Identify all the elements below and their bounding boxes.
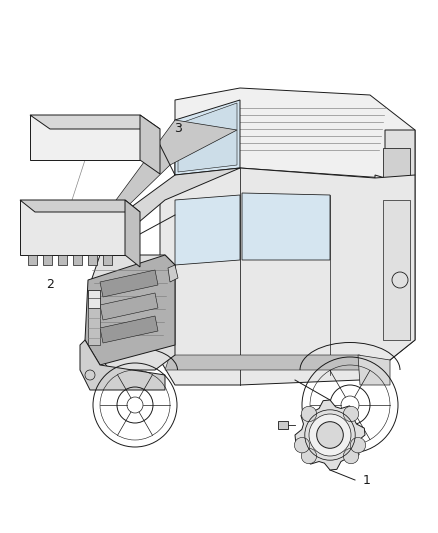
Polygon shape — [175, 100, 240, 175]
Polygon shape — [43, 255, 52, 265]
Polygon shape — [80, 340, 165, 390]
Polygon shape — [100, 168, 240, 255]
Circle shape — [317, 422, 343, 448]
Polygon shape — [103, 255, 112, 265]
Text: 3: 3 — [174, 122, 182, 134]
Polygon shape — [165, 355, 365, 370]
Polygon shape — [295, 400, 365, 470]
Polygon shape — [178, 103, 237, 172]
Polygon shape — [383, 148, 410, 230]
Polygon shape — [20, 200, 140, 212]
Polygon shape — [88, 290, 100, 308]
Circle shape — [309, 414, 351, 456]
Polygon shape — [358, 355, 390, 385]
Polygon shape — [125, 200, 140, 267]
Text: 1: 1 — [363, 473, 371, 487]
Polygon shape — [28, 255, 37, 265]
Polygon shape — [160, 168, 415, 385]
Circle shape — [343, 406, 359, 422]
Circle shape — [343, 448, 359, 464]
Polygon shape — [30, 115, 160, 129]
Polygon shape — [140, 115, 160, 174]
Polygon shape — [100, 293, 158, 320]
Polygon shape — [88, 255, 175, 370]
Polygon shape — [375, 130, 415, 360]
Polygon shape — [85, 255, 175, 365]
Circle shape — [350, 438, 366, 453]
Circle shape — [301, 448, 317, 464]
Text: 2: 2 — [46, 279, 54, 292]
Polygon shape — [278, 421, 287, 429]
Polygon shape — [58, 255, 67, 265]
Polygon shape — [103, 120, 237, 230]
Polygon shape — [175, 88, 415, 178]
Circle shape — [294, 438, 310, 453]
Polygon shape — [175, 195, 240, 265]
Polygon shape — [30, 115, 140, 160]
Polygon shape — [168, 265, 178, 282]
Circle shape — [301, 406, 317, 422]
Polygon shape — [242, 193, 330, 260]
Polygon shape — [88, 290, 100, 345]
Polygon shape — [100, 316, 158, 343]
Polygon shape — [73, 255, 82, 265]
Polygon shape — [383, 200, 410, 340]
Polygon shape — [88, 255, 97, 265]
Polygon shape — [100, 270, 158, 297]
Polygon shape — [20, 200, 125, 255]
